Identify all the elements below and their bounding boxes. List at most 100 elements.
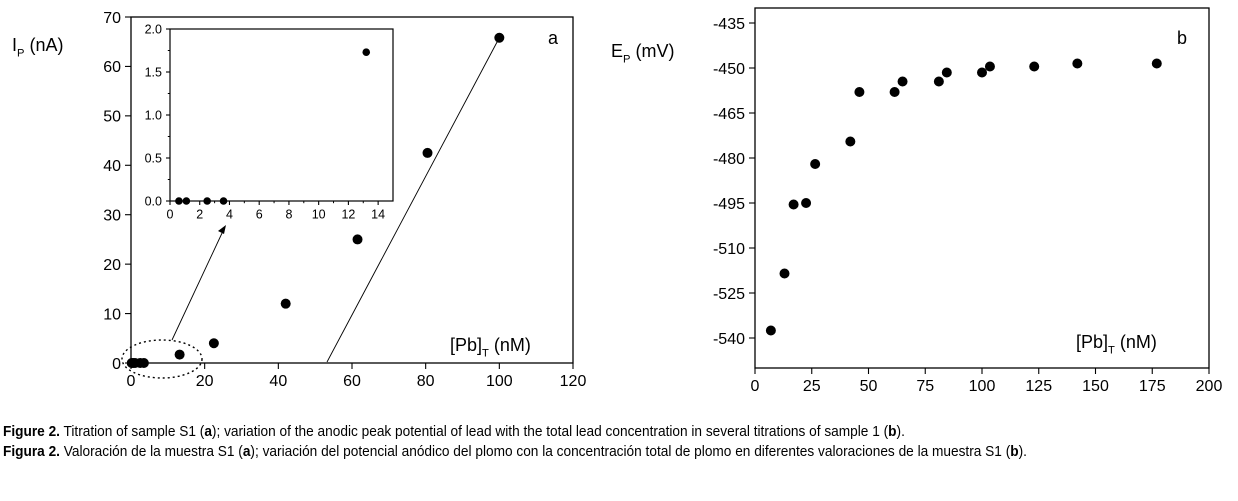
pointer-line-to-last-point: [326, 37, 500, 363]
main-b-data-point: [810, 159, 821, 169]
main-b-data-point: [788, 199, 799, 210]
main-b-y-tick-label: -510: [713, 241, 745, 258]
caption-en-text-1: Titration of sample S1 (: [59, 423, 205, 440]
inset-x-tick-label: 14: [371, 208, 385, 222]
inset-x-tick-label: 10: [312, 208, 326, 222]
main-b-y-tick-label: -450: [713, 61, 745, 78]
y-axis-label-a: IP (nA): [12, 35, 63, 59]
main-a-y-tick-label: 40: [103, 158, 121, 175]
main-a-y-tick-label: 30: [103, 207, 121, 224]
caption-es-text-2: ); variación del potencial anódico del p…: [250, 443, 1011, 460]
panel-letter-a: a: [548, 28, 559, 48]
main-b-y-tick-label: -540: [713, 331, 745, 348]
main-b-data-point: [765, 325, 776, 336]
main-b-data-point: [1072, 58, 1083, 69]
zoom-region-ellipse: [121, 339, 203, 379]
main-a-x-tick-label: 60: [343, 373, 361, 390]
inset-data-point: [203, 197, 211, 205]
main-a-data-point: [174, 349, 185, 360]
inset-x-tick-label: 8: [285, 208, 292, 222]
inset-data-point: [219, 197, 228, 205]
inset-x-tick-label: 4: [226, 208, 233, 222]
caption-es-text-1: Valoración de la muestra S1 (: [59, 443, 243, 460]
main-b-x-tick-label: 100: [969, 378, 996, 395]
inset-data-point: [182, 197, 191, 205]
main-a-y-tick-label: 50: [103, 109, 121, 126]
main-a-x-tick-label: 100: [486, 373, 513, 390]
inset-data-point: [175, 197, 183, 205]
figure-caption: Figure 2. Titration of sample S1 (a); va…: [3, 422, 1112, 462]
main-b-data-point: [941, 67, 952, 78]
caption-es-text-3: ).: [1018, 443, 1027, 460]
inset-background: [170, 29, 393, 201]
y-axis-label-b: EP (mV): [611, 41, 674, 65]
main-a-data-point: [138, 358, 149, 368]
inset-y-tick-label: 1.0: [145, 109, 162, 123]
main-b-plot-frame: [754, 7, 1210, 369]
inset-y-tick-label: 1.5: [145, 66, 162, 80]
main-b-data-point: [779, 268, 790, 279]
main-b-x-tick-label: 200: [1196, 378, 1223, 395]
inset-pointer-arrowhead: [218, 225, 226, 234]
main-b-data-point: [845, 136, 856, 147]
caption-es-label: Figura 2.: [3, 443, 60, 460]
main-a-data-point: [208, 338, 219, 349]
caption-es-bold-a: a: [242, 443, 251, 460]
inset-y-tick-label: 0.5: [145, 152, 162, 166]
main-b-y-tick-label: -495: [713, 196, 745, 213]
main-b-data-point: [1151, 58, 1162, 69]
caption-en-bold-b: b: [888, 423, 897, 440]
main-b-data-point: [984, 61, 995, 72]
main-a-y-tick-label: 20: [103, 257, 121, 274]
inset-x-tick-label: 12: [341, 208, 355, 222]
main-a-x-tick-label: 40: [269, 373, 287, 390]
main-b-data-point: [1029, 61, 1040, 72]
caption-spanish: Figura 2. Valoración de la muestra S1 (a…: [3, 442, 1112, 462]
caption-en-bold-a: a: [204, 423, 212, 440]
main-b-x-tick-label: 0: [751, 378, 760, 395]
inset-y-tick-label: 0.0: [145, 195, 162, 209]
main-a-x-tick-label: 20: [196, 373, 214, 390]
main-a-y-tick-label: 10: [103, 306, 121, 323]
main-b-y-tick-label: -435: [713, 16, 745, 33]
main-b-x-tick-label: 175: [1139, 378, 1166, 395]
main-b-data-point: [801, 198, 812, 208]
main-a-y-tick-label: 60: [103, 59, 121, 76]
main-b-data-point: [977, 67, 987, 78]
main-b-y-tick-label: -465: [713, 106, 745, 123]
main-a-x-tick-label: 80: [417, 373, 435, 390]
caption-english: Figure 2. Titration of sample S1 (a); va…: [3, 422, 1112, 442]
main-b-data-point: [897, 76, 908, 87]
main-b-y-tick-label: -525: [713, 286, 745, 303]
main-a-data-point: [352, 234, 363, 245]
caption-en-text-2: ); variation of the anodic peak potentia…: [211, 423, 889, 440]
main-b-y-tick-label: -480: [713, 151, 745, 168]
main-a-x-tick-label: 0: [127, 373, 136, 390]
inset-pointer-line: [171, 230, 224, 341]
inset-y-tick-label: 2.0: [145, 23, 162, 37]
inset-data-point: [362, 48, 371, 57]
x-axis-label-b: [Pb]T (nM): [1076, 332, 1157, 356]
main-b-x-tick-label: 25: [803, 378, 821, 395]
main-a-data-point: [280, 298, 291, 309]
chart-panel-b: 0 25 50 75 100 125 150 175 200 -435 -450 -465 -480 -4…: [611, 7, 1223, 395]
inset-x-tick-label: 0: [167, 208, 174, 222]
main-b-data-point: [933, 76, 944, 87]
inset-x-tick-label: 2: [196, 208, 203, 222]
main-b-data-point: [854, 87, 865, 97]
main-b-x-tick-label: 75: [916, 378, 934, 395]
main-b-x-tick-label: 150: [1082, 378, 1109, 395]
main-b-data-point: [889, 87, 900, 97]
main-a-y-tick-label: 70: [103, 10, 121, 27]
inset-x-tick-label: 6: [256, 208, 263, 222]
main-a-data-point: [422, 147, 433, 158]
main-a-y-tick-label: 0: [112, 356, 121, 373]
main-a-x-tick-label: 120: [560, 373, 587, 390]
caption-en-label: Figure 2.: [3, 423, 60, 440]
caption-en-text-3: ).: [896, 423, 905, 440]
x-axis-label-a: [Pb]T (nM): [450, 335, 531, 359]
main-b-x-tick-label: 125: [1025, 378, 1052, 395]
main-b-x-tick-label: 50: [860, 378, 878, 395]
